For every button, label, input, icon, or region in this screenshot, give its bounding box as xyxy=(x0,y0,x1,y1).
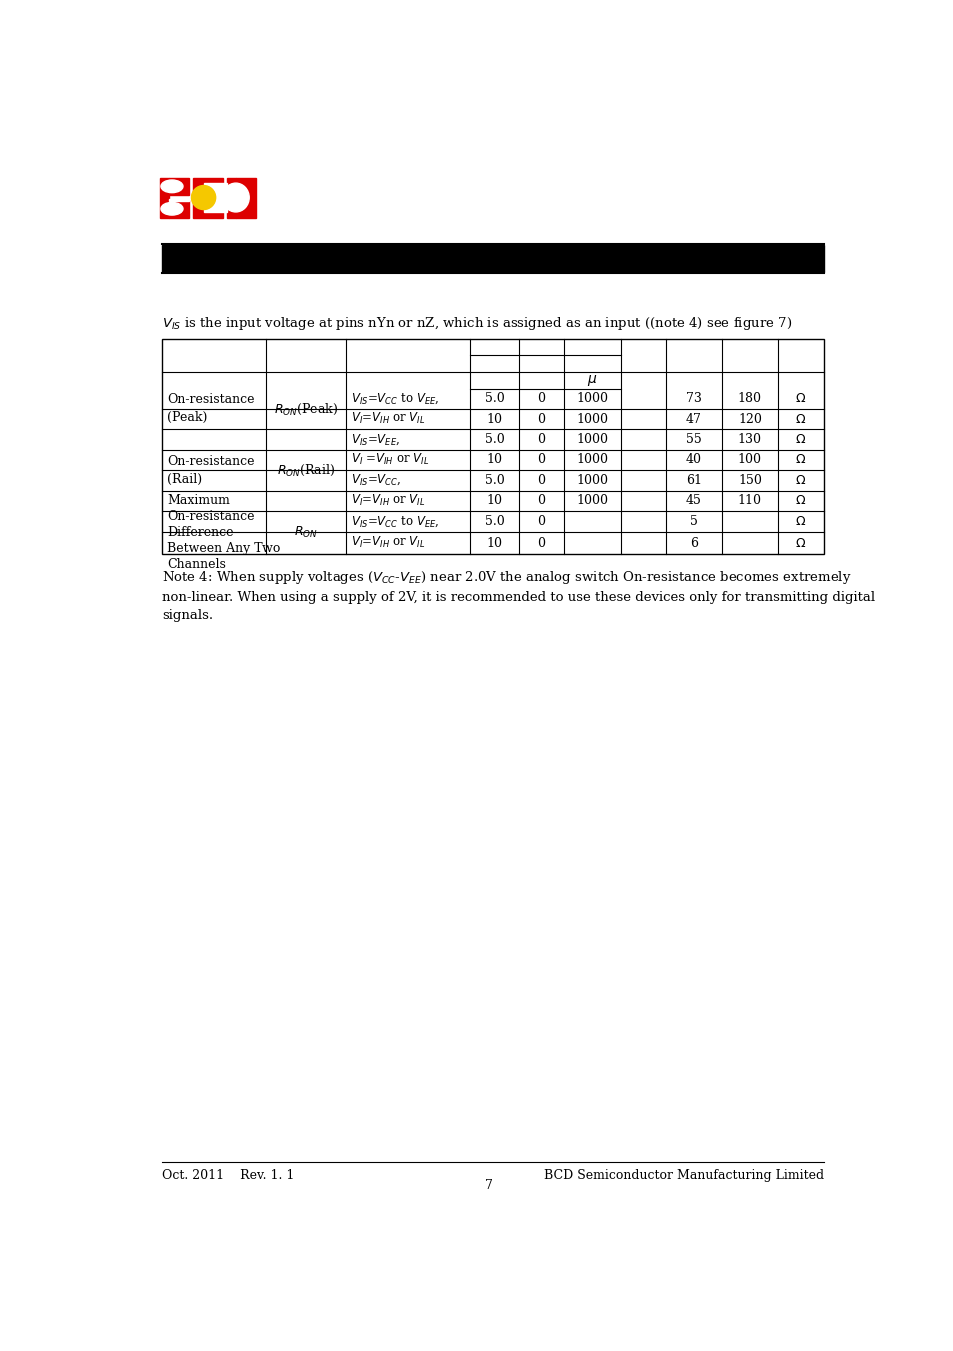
Text: BCD Semiconductor Manufacturing Limited: BCD Semiconductor Manufacturing Limited xyxy=(543,1169,822,1182)
Bar xyxy=(169,199,189,201)
Text: $\Omega$: $\Omega$ xyxy=(795,536,805,550)
Text: 47: 47 xyxy=(685,412,700,426)
Text: $\Omega$: $\Omega$ xyxy=(795,454,805,466)
Text: 1000: 1000 xyxy=(576,392,607,405)
Text: 0: 0 xyxy=(537,474,544,486)
Text: 61: 61 xyxy=(685,474,701,486)
Text: 10: 10 xyxy=(486,536,502,550)
Text: $V_{IS}$=$V_{EE}$,
$V_{I}$ =$V_{IH}$ or $V_{IL}$: $V_{IS}$=$V_{EE}$, $V_{I}$ =$V_{IH}$ or … xyxy=(350,432,428,467)
Bar xyxy=(169,177,189,195)
Text: 1000: 1000 xyxy=(576,474,607,486)
Text: $\Omega$: $\Omega$ xyxy=(795,434,805,446)
Ellipse shape xyxy=(161,180,183,193)
Text: $\mu$: $\mu$ xyxy=(586,373,597,388)
Bar xyxy=(235,177,256,218)
Text: 5.0: 5.0 xyxy=(484,474,504,486)
Text: $R_{ON}$(Rail): $R_{ON}$(Rail) xyxy=(276,462,335,478)
Bar xyxy=(162,339,822,554)
Text: $V_{IS}$=$V_{CC}$,
$V_{I}$=$V_{IH}$ or $V_{IL}$: $V_{IS}$=$V_{CC}$, $V_{I}$=$V_{IH}$ or $… xyxy=(350,473,424,508)
Text: 5.0: 5.0 xyxy=(484,392,504,405)
Circle shape xyxy=(192,185,215,209)
Text: $\Omega$: $\Omega$ xyxy=(795,412,805,426)
Text: 180: 180 xyxy=(738,392,761,405)
Text: 5: 5 xyxy=(689,515,697,528)
Text: 0: 0 xyxy=(537,494,544,507)
Bar xyxy=(162,339,822,554)
Text: 1000: 1000 xyxy=(576,454,607,466)
Text: 5.0: 5.0 xyxy=(484,434,504,446)
Text: On-resistance
(Rail): On-resistance (Rail) xyxy=(167,455,254,485)
Text: 45: 45 xyxy=(685,494,700,507)
Text: $\Omega$: $\Omega$ xyxy=(795,515,805,528)
Text: 1000: 1000 xyxy=(576,494,607,507)
Text: $\Omega$: $\Omega$ xyxy=(795,474,805,486)
Text: On-resistance
(Peak): On-resistance (Peak) xyxy=(167,393,254,424)
Text: $\Omega$: $\Omega$ xyxy=(795,392,805,405)
Text: 55: 55 xyxy=(685,434,700,446)
Text: 10: 10 xyxy=(486,412,502,426)
Text: 7: 7 xyxy=(484,1179,493,1193)
Text: $V_{IS}$=$V_{CC}$ to $V_{EE}$,
$V_{I}$=$V_{IH}$ or $V_{IL}$: $V_{IS}$=$V_{CC}$ to $V_{EE}$, $V_{I}$=$… xyxy=(350,392,438,427)
Text: 10: 10 xyxy=(486,454,502,466)
Text: 73: 73 xyxy=(685,392,700,405)
Text: $R_{ON}$(Peak): $R_{ON}$(Peak) xyxy=(274,401,338,416)
Text: 1000: 1000 xyxy=(576,434,607,446)
Text: 0: 0 xyxy=(537,392,544,405)
Bar xyxy=(159,177,169,218)
Bar xyxy=(227,177,235,218)
Text: $V_{IS}$=$V_{CC}$ to $V_{EE}$,
$V_{I}$=$V_{IH}$ or $V_{IL}$: $V_{IS}$=$V_{CC}$ to $V_{EE}$, $V_{I}$=$… xyxy=(350,515,438,550)
Text: Maximum
On-resistance
Difference
Between Any Two
Channels: Maximum On-resistance Difference Between… xyxy=(167,493,280,571)
Bar xyxy=(169,200,189,218)
Text: 0: 0 xyxy=(537,454,544,466)
Text: 100: 100 xyxy=(738,454,761,466)
Text: $R_{ON}$: $R_{ON}$ xyxy=(294,526,317,540)
Text: Oct. 2011    Rev. 1. 1: Oct. 2011 Rev. 1. 1 xyxy=(162,1169,294,1182)
Bar xyxy=(193,177,222,218)
Text: 5.0: 5.0 xyxy=(484,515,504,528)
Text: 150: 150 xyxy=(738,474,761,486)
Text: 0: 0 xyxy=(537,412,544,426)
Text: 110: 110 xyxy=(738,494,761,507)
Ellipse shape xyxy=(222,184,249,212)
Text: 130: 130 xyxy=(738,434,761,446)
Ellipse shape xyxy=(161,203,183,215)
Text: 0: 0 xyxy=(537,536,544,550)
Text: 120: 120 xyxy=(738,412,761,426)
Bar xyxy=(162,246,822,273)
Text: 1000: 1000 xyxy=(576,412,607,426)
Text: 0: 0 xyxy=(537,515,544,528)
Text: 0: 0 xyxy=(537,434,544,446)
Text: $\Omega$: $\Omega$ xyxy=(795,494,805,507)
Text: $V_{IS}$ is the input voltage at pins nYn or nZ, which is assigned as an input (: $V_{IS}$ is the input voltage at pins nY… xyxy=(162,315,791,331)
Text: Note 4: When supply voltages ($V_{CC}$-$V_{EE}$) near 2.0V the analog switch On-: Note 4: When supply voltages ($V_{CC}$-$… xyxy=(162,570,874,623)
Text: 10: 10 xyxy=(486,494,502,507)
Text: 40: 40 xyxy=(685,454,701,466)
Bar xyxy=(204,184,226,212)
Text: 6: 6 xyxy=(689,536,697,550)
